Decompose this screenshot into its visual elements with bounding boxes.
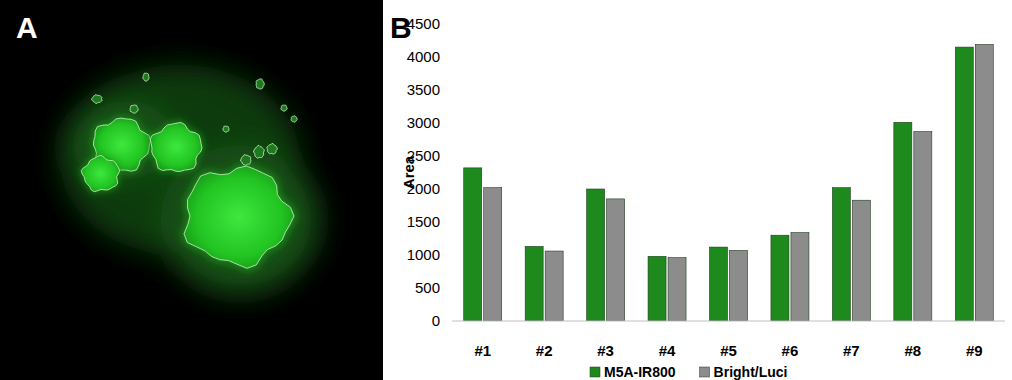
x-axis-line [452, 321, 1005, 322]
bar [832, 188, 850, 321]
bars [464, 44, 994, 321]
bar [710, 247, 728, 321]
x-axis: #1 #2 #3 #4 #5 #6 #7 #8 #9 [474, 342, 982, 359]
y-tick [448, 288, 452, 289]
y-tick-label: 1000 [407, 246, 440, 263]
y-tick [448, 156, 452, 157]
y-tick [448, 24, 452, 25]
tissue-haze [60, 65, 320, 295]
bar [464, 168, 482, 321]
bar [975, 44, 993, 321]
x-tick-label: #1 [474, 342, 491, 359]
small-roi [254, 145, 265, 158]
bar [648, 256, 666, 321]
root: AB050010001500200025003000350040004500Ar… [0, 0, 1012, 380]
bar [791, 233, 809, 321]
bar [525, 246, 543, 321]
tumor-signal [80, 73, 297, 271]
small-roi [223, 126, 229, 132]
bar [545, 251, 563, 321]
small-roi [267, 144, 278, 155]
bar [668, 258, 686, 321]
small-roi [256, 79, 264, 89]
small-roi [143, 73, 149, 81]
bar [607, 199, 625, 321]
x-tick-label: #8 [904, 342, 921, 359]
x-tick-label: #4 [659, 342, 676, 359]
y-tick-label: 3500 [407, 81, 440, 98]
y-tick-label: 1500 [407, 213, 440, 230]
y-tick [448, 222, 452, 223]
y-tick-label: 0 [432, 312, 440, 329]
x-tick-label: #6 [782, 342, 799, 359]
y-tick-label: 4000 [407, 48, 440, 65]
x-tick-label: #3 [597, 342, 614, 359]
legend-label: Bright/Luci [714, 364, 788, 380]
y-axis-label: Area [400, 155, 417, 189]
y-tick [448, 123, 452, 124]
bar [587, 189, 605, 321]
bar [955, 47, 973, 321]
small-roi [241, 155, 251, 166]
bar [730, 250, 748, 321]
y-tick-label: 4500 [407, 15, 440, 32]
panel-label: A [16, 11, 38, 44]
bar [484, 188, 502, 321]
legend: M5A-IR800 Bright/Luci [590, 364, 787, 380]
small-roi [130, 105, 138, 113]
y-tick-label: 500 [415, 279, 440, 296]
y-tick-label: 3000 [407, 114, 440, 131]
y-tick [448, 90, 452, 91]
legend-label: M5A-IR800 [604, 364, 676, 380]
image-panel [0, 0, 383, 380]
x-tick-label: #5 [720, 342, 737, 359]
x-tick-label: #9 [966, 342, 983, 359]
y-tick [448, 57, 452, 58]
y-tick [448, 189, 452, 190]
legend-swatch [700, 367, 710, 377]
y-tick [448, 255, 452, 256]
bar [771, 235, 789, 321]
image-background [0, 0, 383, 380]
figure: AB050010001500200025003000350040004500Ar… [0, 0, 1012, 380]
legend-swatch [590, 367, 600, 377]
small-roi [291, 116, 297, 122]
bar [894, 122, 912, 321]
x-tick-label: #2 [536, 342, 553, 359]
small-roi [91, 95, 102, 104]
bar [852, 200, 870, 321]
small-roi [281, 105, 287, 111]
y-tick [448, 321, 452, 322]
bar [914, 132, 932, 321]
x-tick-label: #7 [843, 342, 860, 359]
